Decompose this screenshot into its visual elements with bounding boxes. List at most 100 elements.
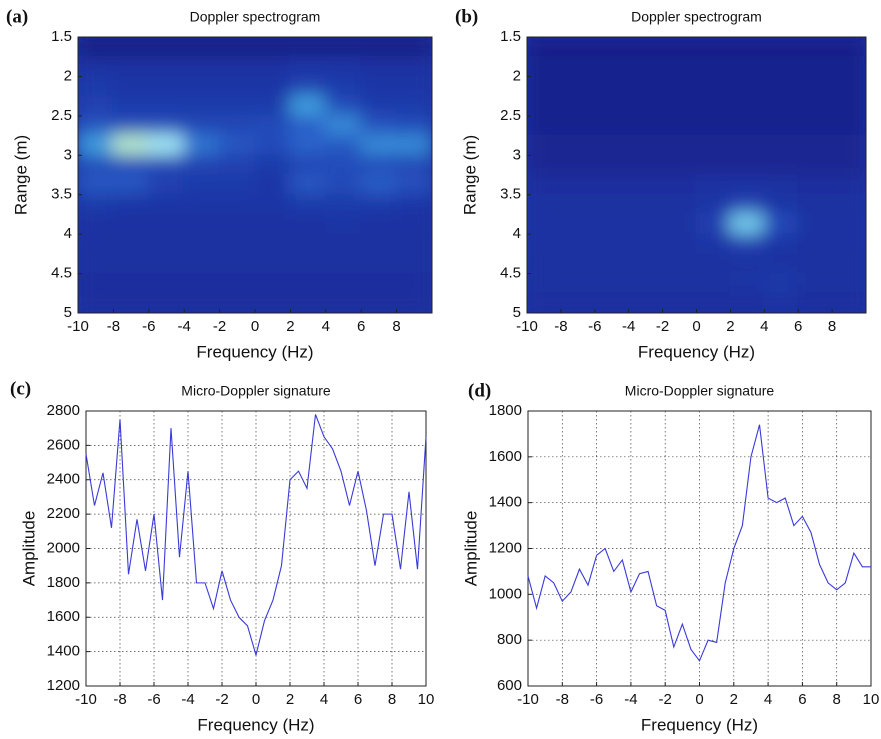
heat-cell: [559, 174, 596, 196]
x-tick-label: 6: [357, 318, 365, 335]
heat-cell: [78, 75, 115, 98]
y-tick-label: 1600: [489, 448, 522, 465]
heat-cell: [289, 292, 327, 313]
heat-cell: [729, 37, 766, 58]
heat-cell: [763, 37, 800, 58]
heat-cell: [78, 134, 115, 157]
heat-cell: [763, 154, 800, 176]
heat-cell: [218, 213, 256, 236]
heat-cell: [695, 174, 732, 196]
heat-cell: [627, 37, 664, 58]
panel-label: (a): [6, 6, 28, 27]
heat-cell: [695, 114, 732, 137]
panel-label: (b): [455, 6, 478, 27]
heat-cell: [559, 292, 596, 313]
heat-cell: [527, 154, 562, 176]
x-tick-label: 2: [730, 691, 738, 708]
heat-cell: [661, 252, 698, 275]
heat-cell: [527, 95, 562, 117]
x-axis-label: Frequency (Hz): [196, 342, 313, 361]
heat-cell: [147, 213, 186, 236]
x-tick-label: 8: [388, 691, 396, 708]
x-tick-label: -10: [516, 318, 538, 335]
heat-cell: [395, 37, 432, 58]
heat-cell: [559, 233, 596, 255]
heat-cell: [527, 272, 562, 295]
heat-cell: [627, 174, 664, 196]
heat-cell: [729, 292, 766, 313]
heat-cell: [112, 55, 150, 78]
heat-cell: [324, 272, 363, 295]
heat-cell: [360, 252, 398, 275]
heat-cell: [593, 114, 630, 137]
heat-cell: [527, 37, 562, 58]
y-tick-label: 4: [513, 225, 521, 242]
heat-cell: [324, 114, 363, 137]
heat-cell: [78, 272, 115, 295]
heat-cell: [695, 75, 732, 98]
heat-cell: [395, 193, 432, 216]
heat-cell: [527, 292, 562, 313]
x-axis-label: Frequency (Hz): [641, 715, 758, 734]
heat-cell: [147, 95, 186, 117]
heat-cell: [254, 272, 292, 295]
heat-cell: [183, 272, 221, 295]
heat-cell: [395, 252, 432, 275]
y-tick-label: 4.5: [500, 265, 521, 282]
heat-cell: [729, 213, 766, 236]
heat-cell: [395, 95, 432, 117]
heat-cell: [395, 213, 432, 236]
heat-cell: [289, 233, 327, 255]
x-tick-label: -10: [75, 691, 97, 708]
heat-cell: [763, 233, 800, 255]
x-tick-label: 8: [833, 691, 841, 708]
panel-label: (c): [10, 378, 31, 399]
heat-cell: [661, 114, 698, 137]
heatmap-cells: [78, 37, 432, 313]
heat-cell: [763, 292, 800, 313]
heat-cell: [797, 55, 834, 78]
heat-cell: [360, 75, 398, 98]
heat-cell: [627, 213, 664, 236]
heat-cell: [831, 37, 866, 58]
heat-cell: [831, 75, 866, 98]
heat-cell: [360, 37, 398, 58]
x-tick-label: 10: [863, 691, 880, 708]
x-tick-label: 0: [695, 691, 703, 708]
heat-cell: [527, 174, 562, 196]
axes: -10 -8 -6 -4 -2 0 2 4 6 8 10 1200 1400 1600 1800 2000 22…: [47, 402, 435, 708]
heat-cell: [797, 252, 834, 275]
heat-cell: [527, 252, 562, 275]
heat-cell: [763, 272, 800, 295]
heat-cell: [593, 55, 630, 78]
heat-cell: [797, 134, 834, 157]
heat-cell: [78, 252, 115, 275]
y-tick-label: 4: [64, 225, 72, 242]
heat-cell: [147, 174, 186, 196]
y-axis-label: Amplitude: [19, 511, 38, 587]
heat-cell: [729, 272, 766, 295]
heat-cell: [183, 213, 221, 236]
heat-cell: [218, 114, 256, 137]
heat-cell: [324, 252, 363, 275]
heatmap: [78, 37, 432, 313]
heat-cell: [593, 233, 630, 255]
heat-cell: [763, 95, 800, 117]
chart-title: Doppler spectrogram: [190, 9, 321, 25]
heat-cell: [254, 134, 292, 157]
x-tick-label: 4: [320, 691, 328, 708]
x-tick-label: -4: [178, 318, 191, 335]
heat-cell: [627, 292, 664, 313]
heat-cell: [695, 193, 732, 216]
heat-cell: [797, 193, 834, 216]
heat-cell: [797, 114, 834, 137]
panel: (d) Micro-Doppler signature Frequency (Hz)…: [461, 380, 879, 734]
heat-cell: [78, 55, 115, 78]
y-axis-label: Range (m): [11, 135, 30, 215]
y-tick-label: 1400: [489, 494, 522, 511]
heat-cell: [831, 193, 866, 216]
heat-cell: [112, 37, 150, 58]
x-tick-label: -8: [107, 318, 120, 335]
heat-cell: [627, 272, 664, 295]
heat-cell: [395, 134, 432, 157]
